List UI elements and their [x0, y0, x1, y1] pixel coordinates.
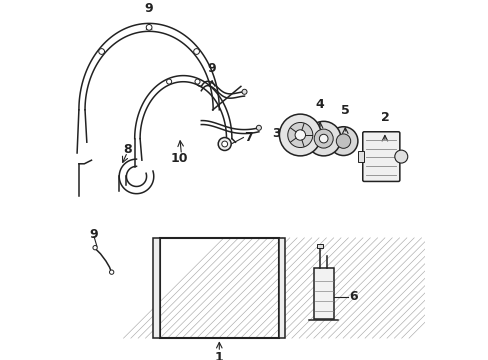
Bar	[153, 238, 160, 338]
Bar	[313, 268, 333, 319]
Text: 4: 4	[315, 98, 324, 111]
FancyBboxPatch shape	[362, 132, 399, 181]
Bar	[317, 244, 322, 248]
Text: 3: 3	[272, 127, 281, 140]
Circle shape	[218, 138, 231, 150]
Text: 10: 10	[171, 152, 188, 165]
Circle shape	[166, 79, 171, 84]
Text: 7: 7	[243, 131, 252, 144]
Circle shape	[256, 125, 261, 130]
Circle shape	[242, 89, 246, 94]
Text: 2: 2	[380, 111, 388, 123]
Circle shape	[394, 150, 407, 163]
Text: 9: 9	[89, 228, 98, 240]
Text: 1: 1	[215, 351, 223, 360]
Circle shape	[99, 49, 104, 54]
Text: 6: 6	[348, 291, 357, 303]
Circle shape	[146, 24, 152, 30]
Circle shape	[336, 134, 350, 148]
Bar	[357, 151, 364, 162]
Circle shape	[306, 121, 340, 156]
Circle shape	[193, 49, 199, 54]
Circle shape	[314, 129, 332, 148]
Circle shape	[222, 141, 227, 147]
Circle shape	[195, 79, 200, 84]
Bar	[278, 238, 285, 338]
Circle shape	[294, 130, 305, 140]
Circle shape	[319, 134, 327, 143]
Text: 5: 5	[340, 104, 349, 117]
Circle shape	[287, 122, 312, 148]
Text: 9: 9	[207, 62, 216, 75]
Circle shape	[328, 127, 357, 156]
Circle shape	[279, 114, 321, 156]
Text: 9: 9	[144, 3, 153, 15]
Bar	[160, 238, 278, 338]
Circle shape	[93, 246, 97, 250]
Circle shape	[109, 270, 114, 274]
Text: 8: 8	[123, 143, 132, 156]
